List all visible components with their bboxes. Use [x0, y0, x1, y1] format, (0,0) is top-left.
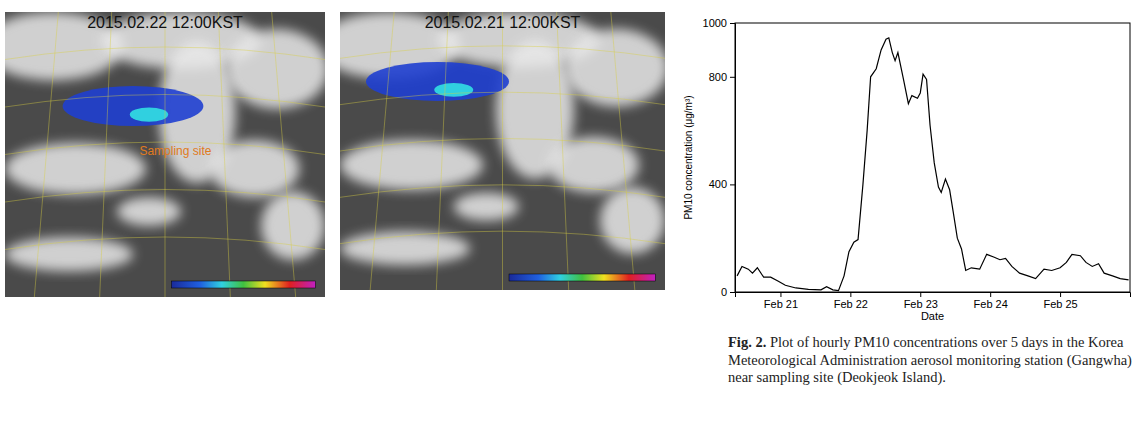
graticule — [340, 231, 665, 244]
tick-label: 0 — [721, 286, 727, 298]
tick-mark — [730, 23, 735, 24]
cloud — [5, 143, 146, 194]
tick: Feb 22 — [834, 292, 868, 310]
cloud — [340, 140, 483, 190]
tick: 1000 — [703, 17, 735, 29]
tick-mark — [730, 184, 735, 185]
tick: Feb 23 — [904, 292, 938, 310]
satellite-image: 2015.02.21 12:00KST — [317, 12, 668, 290]
tick: 0 — [721, 286, 735, 298]
axis-line — [736, 293, 1131, 298]
tick-mark — [920, 292, 921, 297]
color-bar — [509, 274, 655, 281]
dust-signal-strong — [434, 83, 473, 97]
plot-area — [737, 38, 1129, 291]
tick: 400 — [709, 178, 735, 190]
cloud — [340, 232, 470, 265]
site-annotation: Sampling site — [139, 144, 211, 158]
tick-label: 400 — [709, 178, 727, 190]
tick-label: Feb 22 — [834, 298, 868, 310]
image-title: 2015.02.21 12:00KST — [425, 14, 581, 31]
cloud — [210, 140, 300, 197]
caption-label: Fig. 2. — [728, 334, 766, 350]
tick-label: 1000 — [703, 17, 727, 29]
tick-mark — [1060, 292, 1061, 297]
tick-mark — [730, 292, 735, 293]
graticule — [502, 12, 503, 290]
tick-label: Feb 25 — [1043, 298, 1077, 310]
graticule — [370, 12, 394, 290]
plot-frame — [735, 23, 1130, 292]
stage: 2015.02.22 12:00KSTSampling site2015.02.… — [0, 0, 1142, 434]
dust-signal — [63, 86, 204, 126]
tick-mark — [990, 292, 991, 297]
graticule — [436, 12, 448, 290]
y-axis-title: PM10 concentration (μg/m³) — [683, 95, 694, 219]
tick-label: Feb 21 — [764, 298, 798, 310]
satellite-image: 2015.02.22 12:00KST Sampling site — [0, 12, 328, 297]
x-axis-title: Date — [921, 310, 944, 322]
graticule — [218, 12, 230, 297]
cloud — [454, 193, 519, 221]
cloud — [226, 29, 325, 109]
tick-mark — [780, 292, 781, 297]
x-axis: Feb 21 Feb 22 Feb 23 Feb 24 Feb 25 — [736, 292, 1131, 310]
tick-label: 800 — [709, 71, 727, 83]
graticule — [5, 237, 325, 250]
image-title: 2015.02.22 12:00KST — [87, 14, 243, 31]
tick: Feb 25 — [1043, 292, 1077, 310]
graticule — [340, 185, 665, 198]
space — [766, 334, 770, 350]
cloud — [117, 197, 181, 226]
tick-label: Feb 23 — [904, 298, 938, 310]
tick-mark — [730, 77, 735, 78]
graticule — [611, 12, 635, 290]
line-chart: Feb 21 Feb 22 Feb 23 Feb 24 Feb 25 0 400 800 100… — [683, 17, 1131, 322]
graticule — [5, 190, 325, 203]
cloud — [261, 192, 325, 260]
graticule — [272, 12, 296, 297]
graticule — [100, 12, 112, 297]
cloud — [600, 187, 665, 254]
cloud — [5, 237, 133, 271]
graticule — [34, 12, 58, 297]
dust-signal-strong — [130, 107, 168, 121]
dust-signal — [366, 62, 509, 101]
data-line — [737, 38, 1129, 291]
tick: Feb 24 — [974, 292, 1008, 310]
caption-text: Plot of hourly PM10 concentrations over … — [728, 334, 1132, 385]
tick: Feb 21 — [764, 292, 798, 310]
y-axis: 0 400 800 1000 — [703, 17, 736, 298]
graticule — [557, 12, 569, 290]
tick-label: Feb 24 — [974, 298, 1008, 310]
tick-mark — [850, 292, 851, 297]
caption: Fig. 2. Plot of hourly PM10 concentratio… — [728, 334, 1136, 387]
tick: 800 — [709, 71, 735, 83]
color-bar — [171, 281, 315, 288]
